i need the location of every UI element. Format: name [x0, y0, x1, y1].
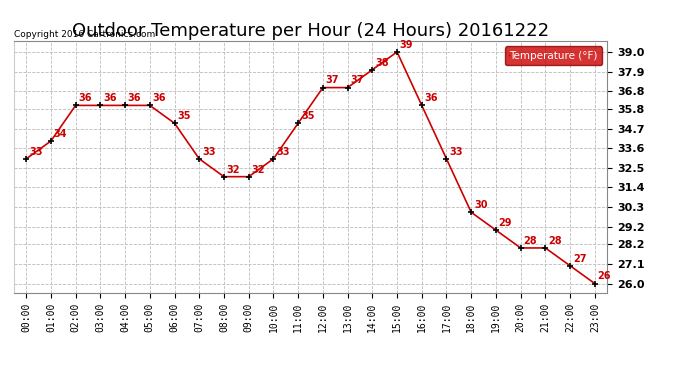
Text: 33: 33 [29, 147, 43, 157]
Text: 37: 37 [351, 75, 364, 86]
Text: 36: 36 [79, 93, 92, 103]
Text: 28: 28 [524, 236, 537, 246]
Text: 36: 36 [128, 93, 141, 103]
Text: 27: 27 [573, 254, 586, 264]
Text: Copyright 2016 Cartronics.com: Copyright 2016 Cartronics.com [14, 30, 155, 39]
Text: 34: 34 [54, 129, 67, 139]
Text: 30: 30 [474, 200, 488, 210]
Text: 39: 39 [400, 40, 413, 50]
Text: 32: 32 [227, 165, 240, 174]
Text: 28: 28 [548, 236, 562, 246]
Text: 36: 36 [152, 93, 166, 103]
Text: 38: 38 [375, 58, 388, 68]
Text: 37: 37 [326, 75, 339, 86]
Text: 35: 35 [301, 111, 315, 121]
Text: 36: 36 [103, 93, 117, 103]
Text: 26: 26 [598, 272, 611, 281]
Text: 32: 32 [251, 165, 265, 174]
Legend: Temperature (°F): Temperature (°F) [505, 46, 602, 65]
Title: Outdoor Temperature per Hour (24 Hours) 20161222: Outdoor Temperature per Hour (24 Hours) … [72, 22, 549, 40]
Text: 29: 29 [499, 218, 512, 228]
Text: 33: 33 [276, 147, 290, 157]
Text: 33: 33 [449, 147, 463, 157]
Text: 35: 35 [177, 111, 191, 121]
Text: 33: 33 [202, 147, 215, 157]
Text: 36: 36 [424, 93, 438, 103]
